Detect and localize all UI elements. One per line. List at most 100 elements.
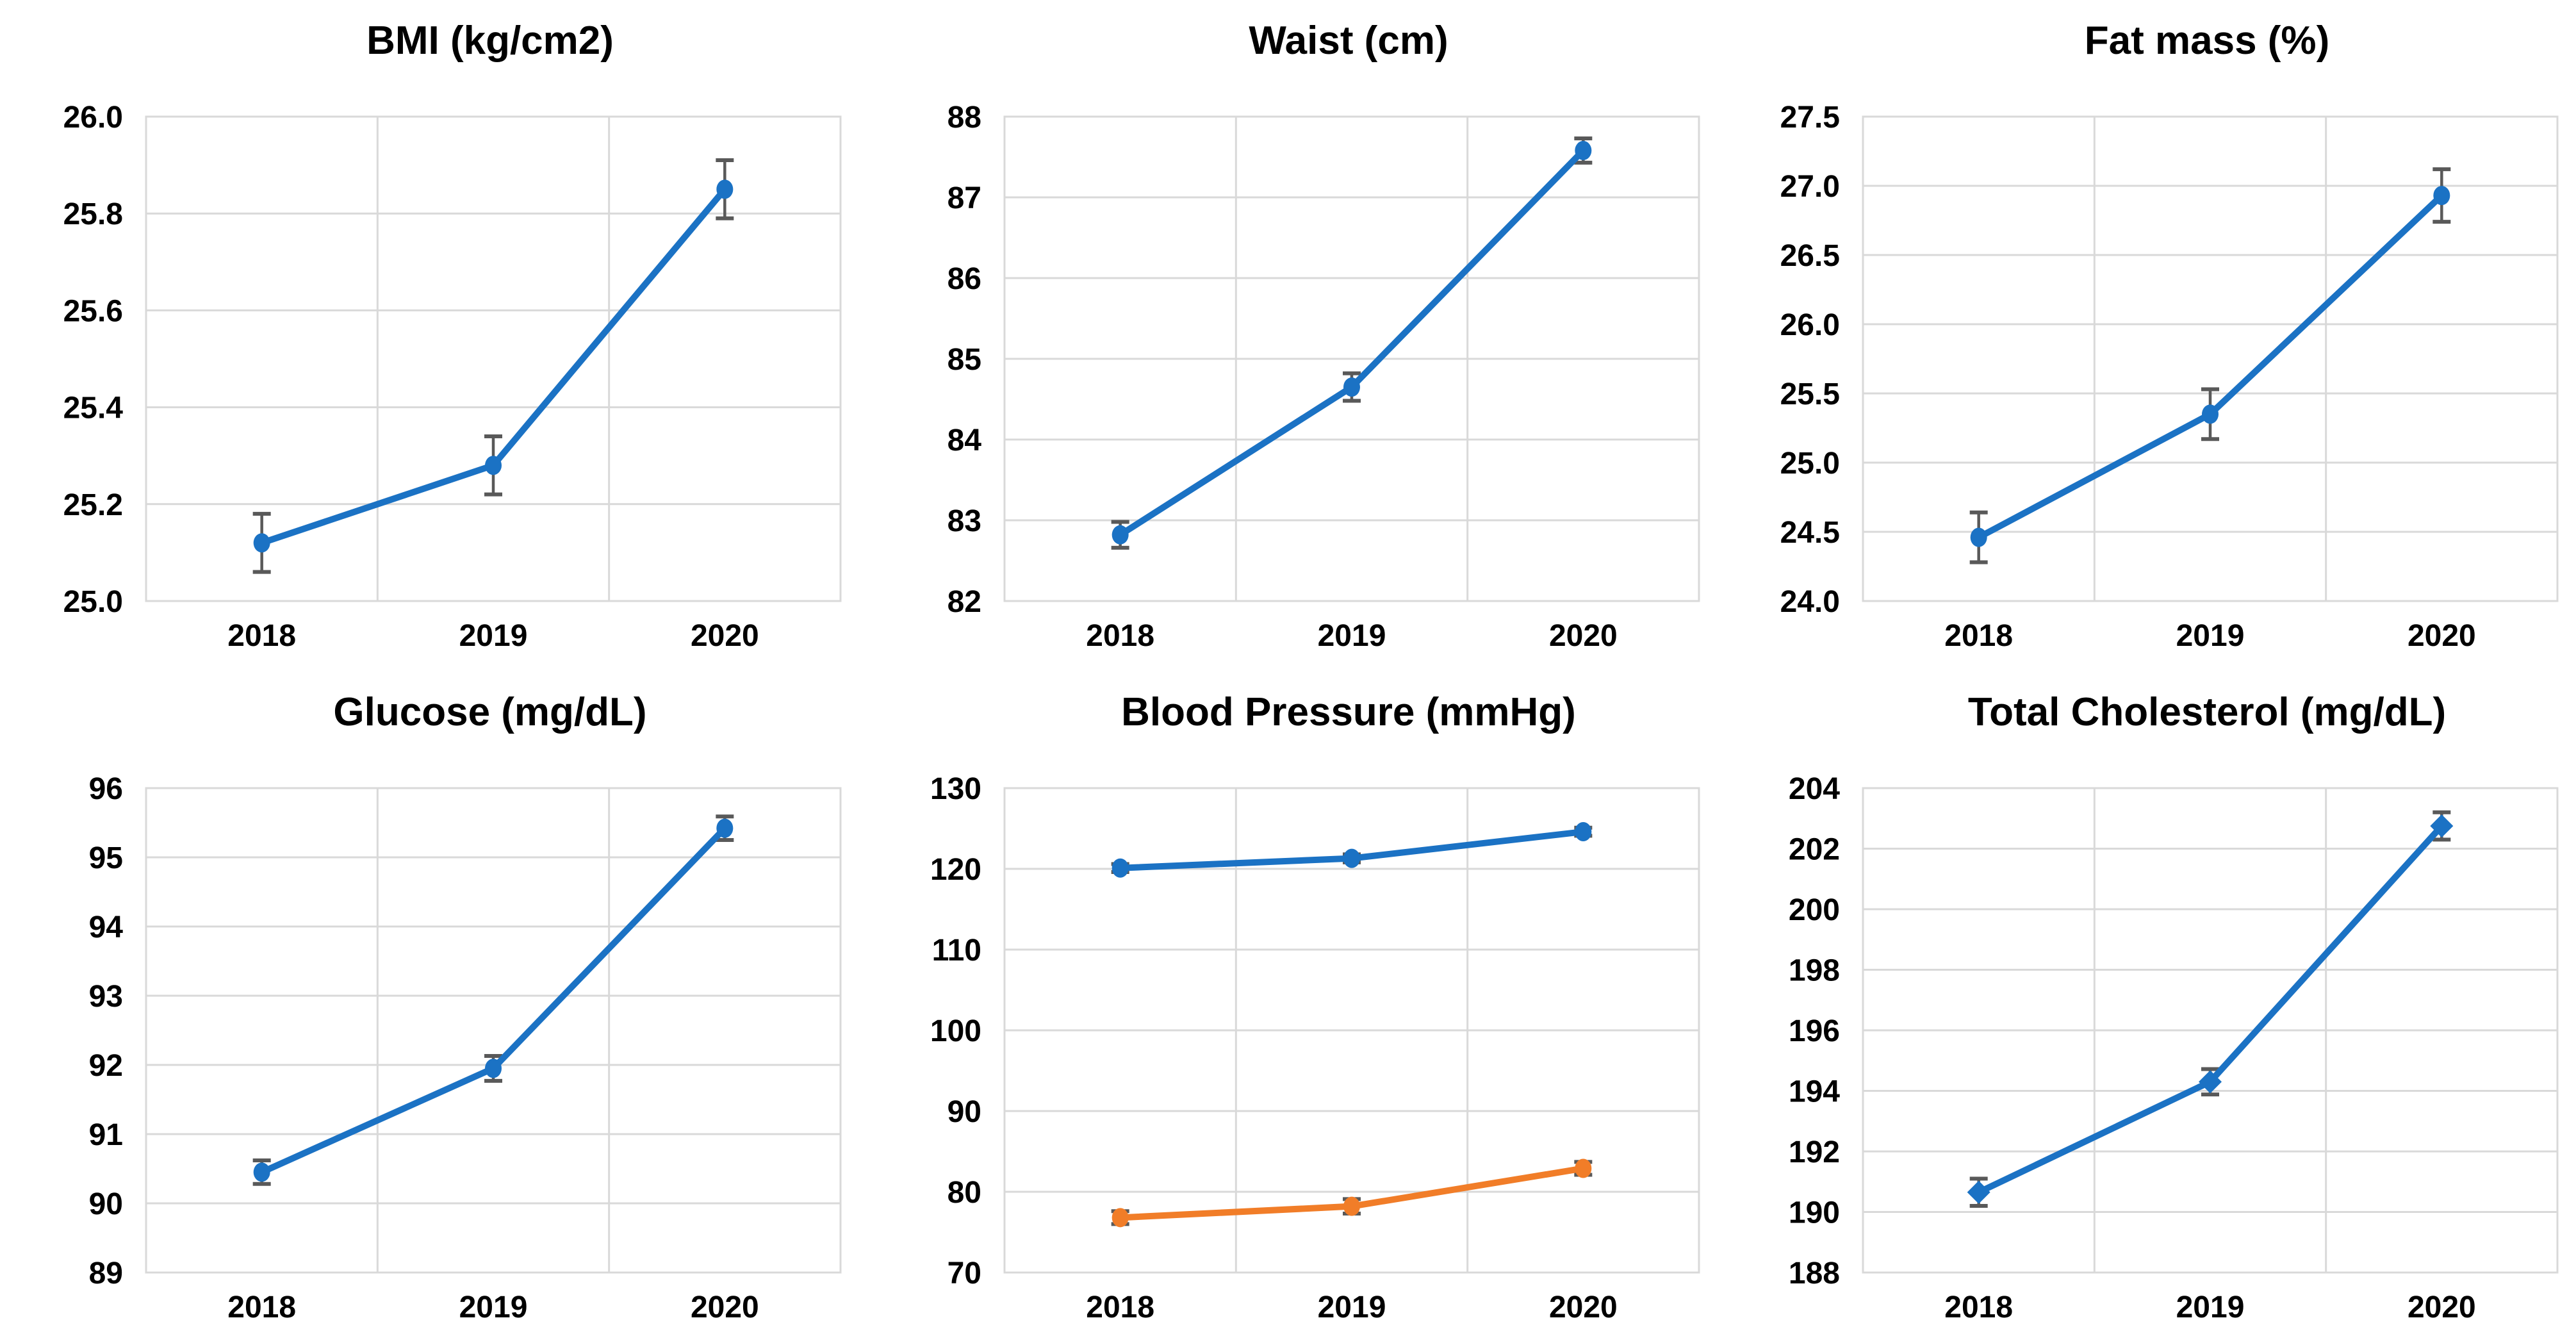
y-axis-tick-label: 24.0 [1780, 585, 1840, 619]
y-axis-tick-label: 24.5 [1780, 516, 1840, 550]
data-point-marker [1112, 1208, 1129, 1228]
x-axis-labels: 2018 2019 2020 [1086, 619, 1617, 653]
x-axis-tick-label: 2019 [1318, 1290, 1386, 1324]
x-axis-labels: 2018 2019 2020 [1944, 1290, 2475, 1324]
chart-title: Total Cholesterol (mg/dL) [1967, 690, 2447, 734]
y-axis-tick-label: 25.8 [63, 197, 123, 231]
y-axis-tick-label: 80 [948, 1176, 981, 1210]
y-axis-tick-label: 202 [1789, 833, 1840, 867]
plot-border [1003, 787, 1700, 1274]
data-point-marker [2430, 814, 2454, 838]
series-line [258, 825, 728, 1176]
waist-plot: 82 83 84 85 86 87 88 2018 2019 2020 [948, 101, 1700, 653]
y-axis-tick-label: 25.6 [63, 294, 123, 328]
y-axis-tick-label: 25.4 [63, 391, 124, 425]
y-axis-tick-label: 86 [948, 262, 981, 296]
y-axis-tick-label: 26.0 [63, 101, 123, 135]
error-bars [252, 158, 734, 574]
y-axis-tick-label: 83 [948, 504, 981, 538]
data-point-marker [1575, 1158, 1592, 1178]
bmi-plot: 25.0 25.2 25.4 25.6 25.8 26.0 2018 2019 2020 [63, 101, 842, 653]
x-axis-tick-label: 2018 [1944, 1290, 2013, 1324]
data-point-markers [1112, 140, 1592, 545]
data-point-markers [1970, 186, 2450, 547]
data-point-marker [2199, 1070, 2222, 1094]
chart-bmi: BMI (kg/cm2) 25.0 25.2 25.4 25.6 25.8 26.0 201… [0, 0, 858, 672]
data-point-marker [1343, 377, 1360, 397]
data-point-marker [2433, 186, 2450, 206]
y-axis-tick-label: 93 [89, 980, 123, 1014]
x-axis-tick-label: 2020 [1549, 1290, 1618, 1324]
data-point-marker [485, 1059, 502, 1078]
y-axis-tick-label: 94 [89, 910, 124, 944]
chart-waist: Waist (cm) 82 83 84 85 86 87 88 2018 2019 2020 [858, 0, 1717, 672]
y-axis-tick-label: 25.5 [1780, 377, 1840, 411]
error-bars [1969, 810, 2451, 1208]
x-axis-tick-label: 2018 [1086, 1290, 1154, 1324]
y-axis-tick-label: 110 [932, 934, 981, 968]
y-axis-tick-label: 85 [948, 343, 981, 377]
data-point-marker [1575, 822, 1592, 842]
y-axis-tick-label: 96 [89, 772, 123, 806]
y-axis-tick-label: 88 [948, 101, 981, 135]
y-axis-tick-label: 90 [89, 1187, 123, 1221]
x-axis-tick-label: 2020 [1549, 619, 1618, 653]
data-point-marker [1575, 140, 1592, 160]
y-axis-tick-label: 27.0 [1780, 170, 1840, 204]
y-axis-tick-label: 200 [1789, 893, 1840, 927]
data-point-markers [253, 179, 734, 553]
data-point-marker [716, 818, 734, 838]
y-axis-tick-label: 198 [1789, 954, 1840, 988]
data-point-marker [1112, 858, 1129, 878]
y-axis-tick-label: 91 [89, 1118, 123, 1152]
x-axis-tick-label: 2020 [691, 1290, 759, 1324]
total-cholesterol-plot: 188 190 192 194 196 198 200 202 204 2018 2019 2020 [1789, 772, 2559, 1324]
y-axis-labels: 25.0 25.2 25.4 25.6 25.8 26.0 [63, 101, 124, 619]
glucose-plot: 89 90 91 92 93 94 95 96 2018 2019 2020 [89, 772, 842, 1324]
x-axis-tick-label: 2020 [2408, 619, 2476, 653]
data-point-markers [1967, 814, 2454, 1204]
chart-blood-pressure: Blood Pressure (mmHg) 70 80 90 100 110 120 130… [858, 672, 1717, 1343]
y-axis-tick-label: 92 [89, 1049, 123, 1083]
y-axis-labels: 70 80 90 100 110 120 130 [930, 772, 981, 1290]
x-axis-labels: 2018 2019 2020 [1086, 1290, 1617, 1324]
data-point-markers [1112, 1158, 1592, 1228]
y-axis-tick-label: 82 [948, 585, 981, 619]
y-axis-tick-label: 26.5 [1780, 239, 1840, 273]
y-axis-tick-label: 196 [1789, 1014, 1840, 1048]
x-axis-tick-label: 2020 [2408, 1290, 2476, 1324]
y-axis-tick-label: 192 [1789, 1135, 1840, 1169]
chart-title: Waist (cm) [1249, 19, 1448, 63]
x-axis-labels: 2018 2019 2020 [1944, 619, 2475, 653]
gridlines [146, 787, 841, 1274]
gridlines [1863, 115, 2557, 602]
y-axis-labels: 188 190 192 194 196 198 200 202 204 [1789, 772, 1840, 1290]
y-axis-tick-label: 188 [1789, 1256, 1840, 1290]
y-axis-tick-label: 95 [89, 841, 123, 875]
x-axis-tick-label: 2018 [227, 619, 296, 653]
chart-glucose: Glucose (mg/dL) 89 90 91 92 93 94 95 96 2018 2019… [0, 672, 858, 1343]
data-point-marker [2202, 404, 2219, 424]
data-point-marker [253, 1162, 270, 1182]
data-point-marker [716, 179, 734, 199]
y-axis-tick-label: 27.5 [1780, 101, 1840, 135]
x-axis-tick-label: 2019 [2176, 619, 2245, 653]
y-axis-tick-label: 87 [948, 181, 981, 215]
y-axis-tick-label: 190 [1789, 1196, 1840, 1230]
y-axis-tick-label: 204 [1789, 772, 1840, 806]
x-axis-tick-label: 2018 [1086, 619, 1154, 653]
data-point-marker [1970, 527, 1987, 547]
plot-border [1862, 115, 2559, 602]
plot-border [145, 115, 842, 602]
data-point-marker [253, 533, 270, 553]
y-axis-tick-label: 70 [948, 1256, 981, 1290]
data-point-marker [1343, 848, 1360, 868]
y-axis-tick-label: 120 [930, 853, 981, 887]
y-axis-labels: 89 90 91 92 93 94 95 96 [89, 772, 124, 1290]
data-point-marker [1967, 1180, 1990, 1204]
x-axis-labels: 2018 2019 2020 [227, 1290, 759, 1324]
chart-title: Glucose (mg/dL) [333, 690, 647, 734]
gridlines [1005, 115, 1699, 602]
y-axis-labels: 82 83 84 85 86 87 88 [948, 101, 982, 619]
